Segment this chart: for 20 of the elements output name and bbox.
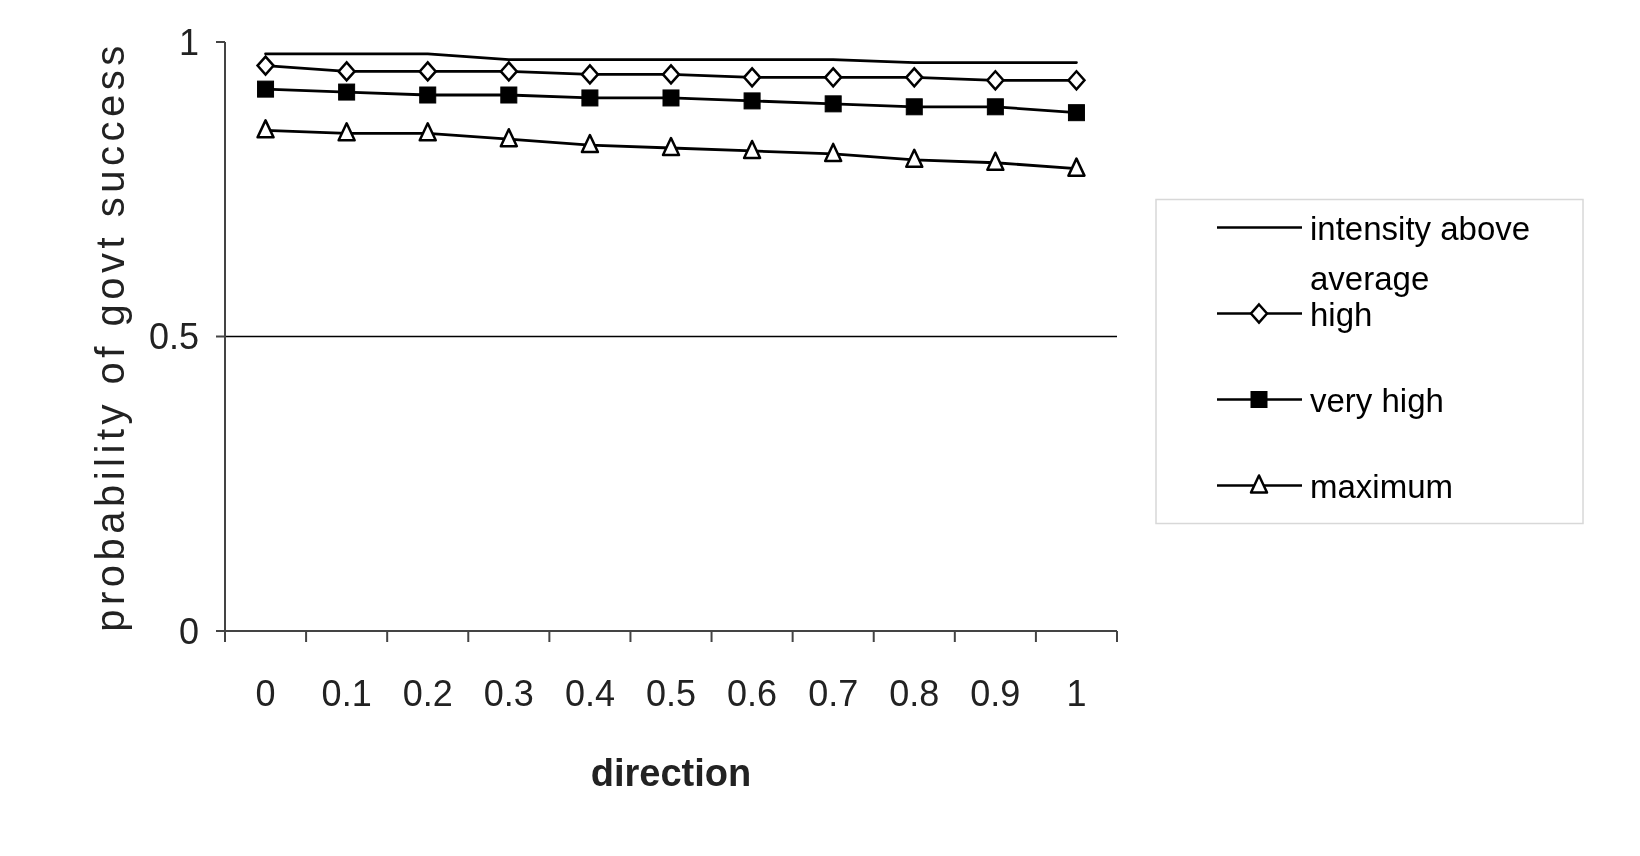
x-axis-title: direction xyxy=(590,752,752,794)
legend-label: intensity above average xyxy=(1310,209,1531,296)
y-tick-label: 0.5 xyxy=(148,316,199,357)
x-tick-label: 0.6 xyxy=(727,672,778,714)
x-tick-label: 0.8 xyxy=(889,672,940,714)
legend-label: maximum xyxy=(1310,467,1454,504)
x-tick-label: 0 xyxy=(255,672,276,714)
legend-label: very high xyxy=(1310,381,1444,418)
y-tick-label: 1 xyxy=(178,21,199,63)
x-tick-label: 0.4 xyxy=(564,672,615,714)
y-tick-label: 0 xyxy=(178,610,199,652)
x-tick-label: 0.3 xyxy=(483,672,534,714)
x-tick-label: 0.9 xyxy=(970,672,1021,714)
x-tick-label: 0.1 xyxy=(321,672,372,714)
x-tick-label: 0.2 xyxy=(402,672,453,714)
legend-label: high xyxy=(1310,295,1373,332)
x-tick-label: 1 xyxy=(1066,672,1087,714)
y-axis-title: probability of govt success xyxy=(88,41,132,632)
x-tick-label: 0.7 xyxy=(808,672,859,714)
x-tick-label: 0.5 xyxy=(645,672,697,714)
